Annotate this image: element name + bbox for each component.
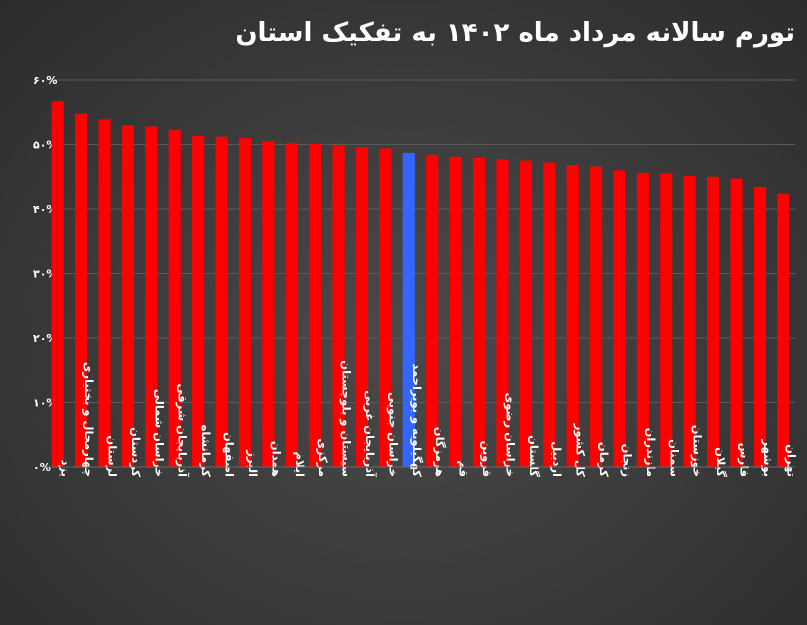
x-tick-label: البرز: [246, 449, 260, 477]
x-tick-label: گلستان: [527, 435, 541, 477]
y-tick-label: ۰%: [33, 461, 51, 474]
x-tick-label: مرکزی: [316, 438, 330, 477]
bar: [238, 138, 252, 468]
bar: [777, 193, 790, 467]
x-tick-label: کرمان: [597, 442, 611, 477]
x-tick-label: آذربایجان غربی: [363, 390, 377, 478]
x-tick-label: خراسان شمالی: [152, 389, 166, 477]
x-tick-label: آذربایجان شرقی: [176, 384, 190, 479]
x-tick-label: خراسان جنوبی: [385, 392, 400, 477]
x-tick-label: قم: [457, 460, 471, 477]
x-tick-label: کرمانشاه: [199, 425, 213, 478]
bar: [543, 162, 556, 467]
y-tick-label: ۳۰%: [33, 268, 57, 281]
bar: [472, 158, 486, 468]
bar: [215, 136, 228, 467]
x-tick-label: بوشهر: [760, 438, 775, 477]
bar: [285, 143, 298, 467]
x-tick-label: اصفهان: [223, 432, 237, 477]
x-tick-label: مازندران: [644, 428, 658, 477]
bar: [121, 125, 135, 468]
bar: [145, 126, 158, 467]
bar: [449, 156, 462, 467]
bar: [192, 136, 205, 468]
bar: [332, 145, 345, 467]
x-tick-label: اردبیل: [550, 441, 564, 477]
x-tick-label: چهارمحال و بختیاری: [81, 362, 96, 477]
x-tick-label: یزد: [59, 460, 73, 477]
x-tick-label: سمنان: [667, 439, 681, 477]
y-tick-label: ۵۰%: [33, 139, 57, 152]
bar: [168, 129, 181, 468]
x-tick-label: کل کشور: [573, 423, 588, 477]
bar: [683, 176, 696, 468]
x-tick-label: لرستان: [106, 435, 120, 477]
chart-title: تورم سالانه مرداد ماه ۱۴۰۲ به تفکیک استا…: [235, 18, 795, 48]
bar: [262, 141, 275, 467]
x-tick-label: فارس: [737, 443, 751, 477]
bar: [355, 147, 369, 467]
bar: [402, 152, 415, 467]
x-tick-label: سیستان و بلوچستان: [339, 360, 354, 477]
bar: [660, 173, 673, 467]
bar: [309, 143, 322, 468]
x-tick-label: قزوین: [479, 441, 494, 478]
bar: [566, 165, 579, 467]
bar: [589, 166, 603, 467]
y-tick-label: ۴۰%: [33, 203, 57, 216]
bar: [98, 119, 111, 467]
bar: [519, 160, 532, 467]
bar: [706, 176, 720, 467]
x-tick-label: همدان: [269, 441, 283, 477]
x-tick-label: تهران: [784, 444, 798, 477]
bar: [51, 101, 64, 467]
bar: [730, 178, 743, 467]
x-tick-label: خوزستان: [690, 425, 705, 477]
x-tick-label: هرمزگان: [433, 427, 447, 477]
x-tick-label: خراسان رضوی: [502, 393, 517, 477]
bar: [613, 170, 626, 468]
bar: [75, 113, 88, 467]
y-tick-label: ۲۰%: [33, 332, 57, 345]
y-tick-label: ۶۰%: [33, 74, 57, 87]
bar: [636, 172, 649, 467]
x-tick-label: ایلام: [293, 452, 307, 477]
bar: [426, 154, 439, 467]
y-tick-label: ۱۰%: [33, 397, 57, 410]
x-tick-label: گیلان: [714, 447, 728, 477]
x-tick-label: کهگیلویه و بویراحمد: [409, 363, 424, 477]
x-tick-label: کردستان: [129, 427, 143, 477]
bar: [496, 159, 509, 467]
x-tick-label: زنجان: [620, 444, 634, 477]
bar: [379, 148, 392, 467]
bar: [753, 187, 766, 467]
